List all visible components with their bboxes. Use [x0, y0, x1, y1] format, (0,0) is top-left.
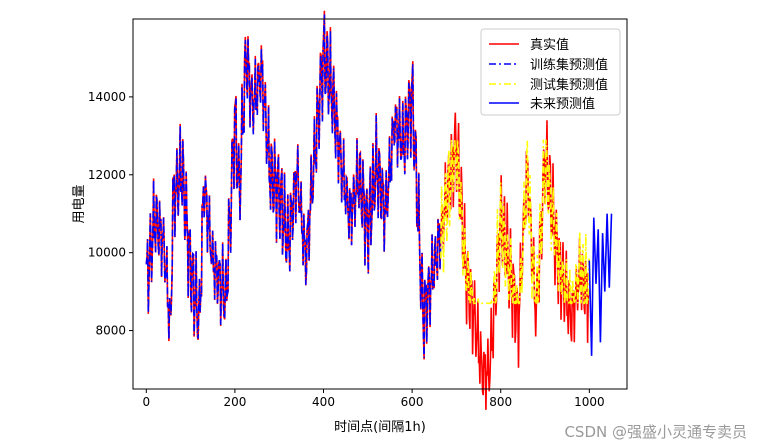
x-tick-label: 400 [312, 395, 335, 409]
x-tick-label: 600 [401, 395, 424, 409]
legend: 真实值 训练集预测值 测试集预测值 未来预测值 [480, 28, 621, 116]
x-tick-label: 200 [223, 395, 246, 409]
watermark: CSDN @强盛小灵通专卖员 [564, 423, 747, 441]
y-tick-label: 10000 [88, 246, 126, 260]
legend-label-real: 真实值 [530, 37, 569, 53]
x-tick-label: 0 [142, 395, 150, 409]
x-axis: 0 200 400 600 800 1000 [142, 389, 605, 409]
plot-frame [132, 18, 628, 390]
legend-label-future: 未来预测值 [530, 96, 595, 112]
x-axis-label: 时间点(间隔1h) [334, 420, 426, 435]
y-tick-label: 14000 [88, 90, 126, 104]
x-tick-label: 800 [489, 395, 512, 409]
series-line-train [145, 14, 442, 358]
y-tick-label: 12000 [88, 168, 126, 182]
y-axis: 8000 10000 12000 14000 [88, 90, 133, 338]
x-tick-label: 1000 [574, 395, 605, 409]
series-line-test [440, 139, 590, 305]
legend-label-test: 测试集预测值 [530, 77, 608, 93]
legend-label-train: 训练集预测值 [530, 57, 608, 73]
legend-box [480, 28, 621, 116]
series-line-future [588, 213, 613, 356]
y-tick-label: 8000 [95, 324, 126, 338]
series-layer [145, 10, 613, 410]
y-axis-label: 用电量 [72, 184, 87, 223]
